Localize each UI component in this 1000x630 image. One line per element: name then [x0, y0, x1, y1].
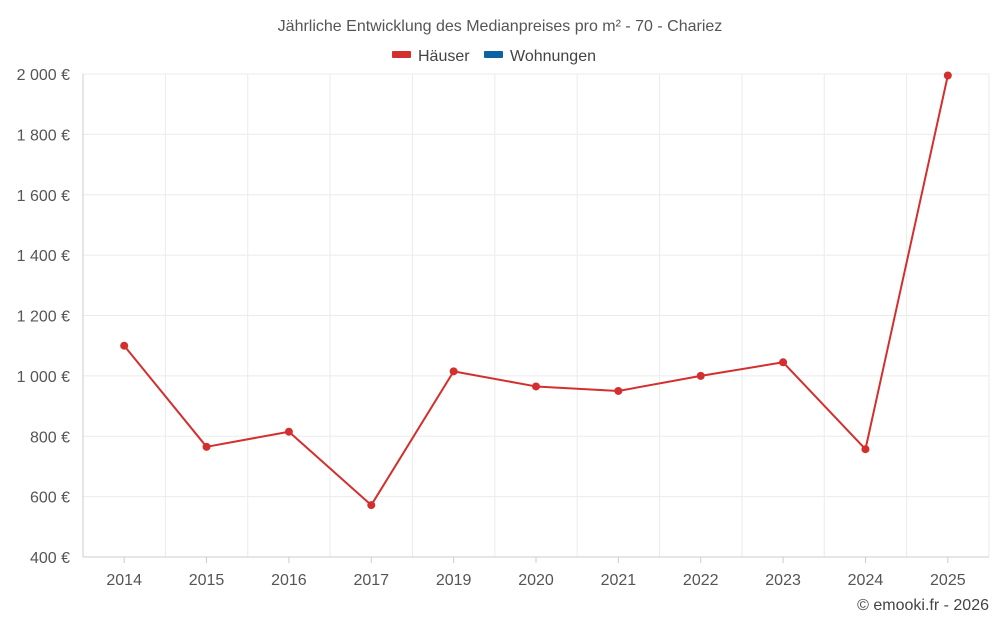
- legend-swatch-wohnungen: [484, 51, 503, 58]
- x-tick-label: 2022: [683, 572, 719, 589]
- data-point[interactable]: [449, 367, 458, 376]
- data-point[interactable]: [943, 71, 952, 80]
- chart-title: Jährliche Entwicklung des Medianpreises …: [278, 18, 723, 35]
- x-tick-label: 2017: [353, 572, 389, 589]
- x-tick-label: 2015: [189, 572, 225, 589]
- data-point[interactable]: [614, 386, 623, 395]
- x-tick-label: 2020: [518, 572, 554, 589]
- data-point[interactable]: [696, 371, 705, 380]
- y-tick-label: 2 000 €: [17, 67, 70, 84]
- x-tick-label: 2019: [436, 572, 472, 589]
- y-tick-label: 1 000 €: [17, 369, 70, 386]
- series-layer: [120, 71, 952, 510]
- y-tick-label: 1 400 €: [17, 248, 70, 265]
- y-tick-label: 1 600 €: [17, 188, 70, 205]
- y-tick-label: 400 €: [30, 550, 70, 567]
- y-tick-label: 800 €: [30, 429, 70, 446]
- x-tick-label: 2016: [271, 572, 307, 589]
- grid: [83, 73, 990, 557]
- legend-label-wohnungen: Wohnungen: [510, 48, 596, 65]
- y-axis-ticks: 400 € 600 € 800 € 1 000 € 1 200 € 1 400 € 1 60…: [17, 67, 70, 567]
- legend: Häuser Wohnungen: [392, 48, 596, 65]
- x-tick-label: 2014: [106, 572, 142, 589]
- y-tick-label: 600 €: [30, 490, 70, 507]
- data-point[interactable]: [120, 341, 129, 350]
- x-tick-label: 2024: [848, 572, 884, 589]
- data-point[interactable]: [532, 382, 540, 391]
- data-point[interactable]: [367, 501, 376, 510]
- data-point[interactable]: [202, 442, 211, 451]
- credit-text: © emooki.fr - 2026: [857, 597, 989, 614]
- x-tick-label: 2021: [601, 572, 637, 589]
- data-point[interactable]: [861, 445, 870, 454]
- y-tick-label: 1 200 €: [17, 309, 70, 326]
- y-tick-label: 1 800 €: [17, 127, 70, 144]
- data-point[interactable]: [284, 427, 293, 436]
- data-point[interactable]: [779, 358, 788, 367]
- legend-item-wohnungen[interactable]: Wohnungen: [484, 48, 596, 65]
- legend-swatch-haeuser: [392, 51, 411, 58]
- legend-label-haeuser: Häuser: [418, 48, 470, 65]
- x-axis-ticks: 2014 2015 2016 2017 2019 2020 2021 2022 2023 2024…: [106, 557, 966, 589]
- legend-item-haeuser[interactable]: Häuser: [392, 48, 470, 65]
- x-tick-label: 2025: [930, 572, 966, 589]
- x-tick-label: 2023: [765, 572, 801, 589]
